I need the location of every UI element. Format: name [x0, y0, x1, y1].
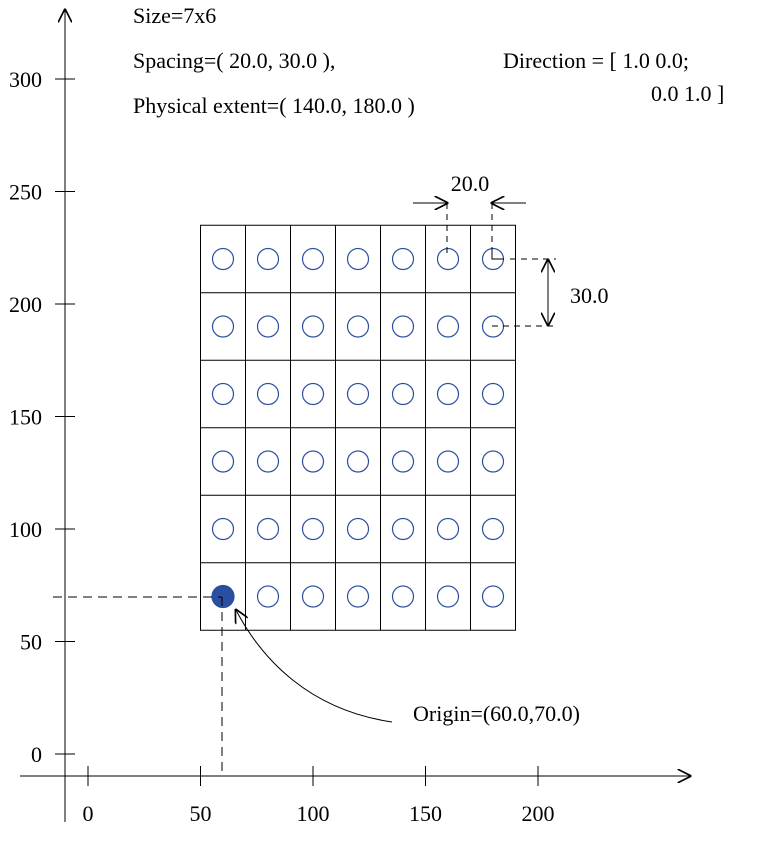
pixel-center: [391, 315, 415, 338]
pixel-center: [301, 315, 325, 338]
pixel-center: [346, 450, 370, 473]
pixel-centers: [211, 247, 505, 609]
pixel-center: [481, 517, 505, 541]
pixel-center: [481, 382, 505, 406]
pixel-center: [436, 315, 460, 338]
origin-label: Origin=(60.0,70.0): [413, 701, 580, 726]
pixel-center: [391, 585, 415, 608]
pixel-center: [436, 247, 460, 271]
pixel-center: [436, 585, 460, 608]
pixel-center: [301, 382, 325, 406]
x-tick-label: 200: [522, 801, 555, 826]
pixel-center: [211, 450, 235, 473]
pixel-center: [391, 247, 415, 271]
pixel-center: [391, 517, 415, 541]
pixel-center: [391, 382, 415, 406]
spacing-y-label: 30.0: [570, 283, 609, 308]
pixel-center: [256, 315, 280, 338]
x-axis-ticks: 0 50 100 150 200: [83, 766, 555, 826]
y-tick-label: 100: [9, 517, 42, 542]
origin-pointer-arrow: [236, 610, 393, 723]
pixel-center: [436, 517, 460, 541]
y-tick-label: 300: [9, 67, 42, 92]
x-tick-label: 150: [409, 801, 442, 826]
pixel-center: [346, 315, 370, 338]
pixel-center: [346, 517, 370, 541]
pixel-center: [346, 585, 370, 608]
y-axis-ticks: 0 50 100 150 200 250 300: [9, 67, 75, 767]
pixel-center: [256, 247, 280, 271]
pixel-center: [256, 382, 280, 406]
x-tick-label: 100: [297, 801, 330, 826]
physical-extent-label: Physical extent=( 140.0, 180.0 ): [133, 93, 415, 118]
pixel-center: [256, 450, 280, 473]
pixel-center: [256, 585, 280, 608]
pixel-center: [301, 247, 325, 271]
pixel-center: [346, 247, 370, 271]
origin-pixel: [211, 584, 235, 609]
pixel-center: [346, 382, 370, 406]
pixel-center: [436, 450, 460, 473]
pixel-center: [211, 247, 235, 271]
y-tick-label: 0: [31, 742, 42, 767]
direction-label-line2: 0.0 1.0 ]: [651, 81, 724, 106]
x-tick-label: 50: [190, 801, 212, 826]
pixel-center: [211, 315, 235, 338]
pixel-center: [211, 382, 235, 406]
y-tick-label: 50: [20, 630, 42, 655]
direction-label-line1: Direction = [ 1.0 0.0;: [503, 48, 689, 73]
image-grid: [200, 224, 516, 631]
size-label: Size=7x6: [133, 3, 216, 28]
pixel-center: [436, 382, 460, 406]
y-tick-label: 250: [9, 180, 42, 205]
spacing-x-label: 20.0: [451, 171, 490, 196]
pixel-center: [481, 450, 505, 473]
x-tick-label: 0: [83, 801, 94, 826]
pixel-center: [481, 585, 505, 608]
pixel-center: [256, 517, 280, 541]
y-tick-label: 200: [9, 292, 42, 317]
spacing-label: Spacing=( 20.0, 30.0 ),: [133, 48, 335, 73]
pixel-center: [391, 450, 415, 473]
pixel-center: [301, 517, 325, 541]
pixel-center: [301, 585, 325, 608]
pixel-center-marker: [491, 249, 504, 260]
pixel-center: [301, 450, 325, 473]
y-tick-label: 150: [9, 405, 42, 430]
pixel-center: [211, 517, 235, 541]
